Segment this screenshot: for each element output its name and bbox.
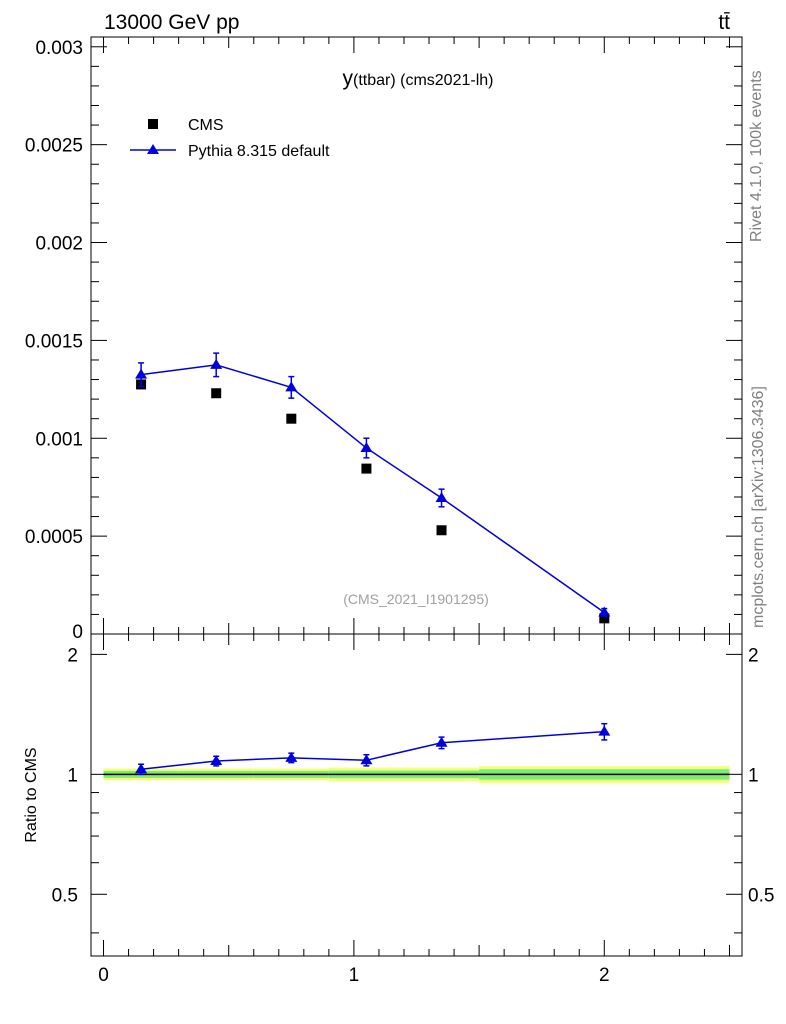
main-y-tick-label: 0.0025 [25,136,83,157]
ratio-pythia-line [140,730,605,770]
main-y-tick-label: 0.002 [35,234,83,255]
ratio-data-point [360,754,373,765]
legend-pythia-label: Pythia 8.315 default [188,143,330,160]
legend-cms-label: CMS [188,117,224,134]
ratio-data-point [210,755,223,766]
pythia-data-point [360,442,373,453]
x-tick-label: 1 [349,965,360,986]
ratio-y-tick-label-right: 1 [748,765,759,786]
cms-data-point [361,463,372,474]
cms-data-point [436,525,447,536]
ratio-axis-ticks [91,634,742,956]
main-series-group [135,352,611,624]
ratio-data-point [435,736,448,747]
main-y-tick-label: 0.0005 [25,527,83,548]
ratio-y-axis-label: Ratio to CMS [23,747,40,842]
x-tick-label: 0 [98,965,109,986]
pythia-data-point [435,491,448,502]
ratio-panel-frame [90,633,743,957]
ratio-data-point [598,725,611,736]
pythia-data-point [210,358,223,369]
cms-data-point [286,413,297,424]
main-y-tick-label: 0.0015 [25,331,83,352]
main-chart-title-main: y [343,67,354,90]
pythia-line [140,364,605,614]
cms-data-point [599,613,610,624]
analysis-watermark: (CMS_2021_I1901295) [343,591,489,607]
x-tick-labels: 0 1 2 [98,965,609,986]
legend-pythia-marker [147,144,159,154]
main-chart-title-rest: (ttbar) (cms2021-lh) [353,72,493,89]
x-tick-label: 2 [599,965,610,986]
main-chart-title: y(ttbar) (cms2021-lh) [343,67,494,90]
rivet-version-label: Rivet 4.1.0, 100k events [748,70,765,242]
ratio-y-tick-labels: 0.5 0.5 1 1 2 2 [52,645,775,906]
cms-data-point [211,388,222,399]
mcplots-label: mcplots.cern.ch [arXiv:1306.3436] [750,386,767,628]
legend-cms-marker [148,119,158,129]
ratio-data-point [135,763,148,774]
ratio-y-tick-label-right: 2 [748,645,759,666]
ratio-y-tick-label-right: 0.5 [748,885,774,906]
pythia-data-point [285,381,298,392]
ratio-series-group [135,722,611,776]
ratio-y-tick-label-left: 1 [67,765,78,786]
main-axis-ticks [91,37,742,635]
energy-label: 13000 GeV pp [104,11,239,34]
main-y-tick-label: 0.001 [35,429,83,450]
process-label: tt̄ [718,11,730,34]
main-y-tick-label: 0.003 [35,38,83,59]
ratio-y-tick-label-left: 0.5 [52,885,78,906]
legend: CMS Pythia 8.315 default [130,117,330,160]
ratio-y-tick-label-left: 2 [67,645,78,666]
main-y-tick-labels: 0.0005 0.001 0.0015 0.002 0.0025 0.003 0 [25,38,83,643]
ratio-data-point [285,751,298,762]
main-y-zero-label: 0 [72,622,83,643]
pythia-data-point [135,368,148,379]
pythia-data-point [598,606,611,617]
